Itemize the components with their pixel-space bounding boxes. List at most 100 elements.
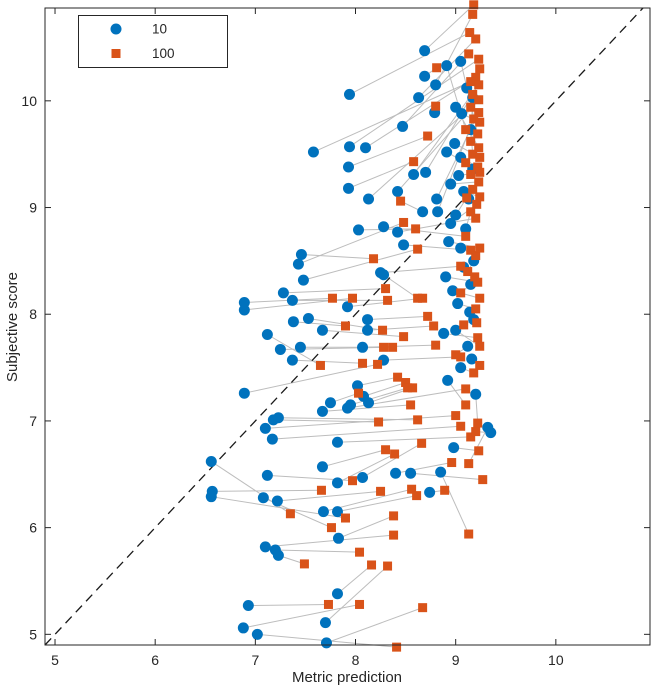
data-point-circle-10 [419, 45, 431, 57]
data-point-circle-10 [238, 387, 250, 399]
data-point-square-100 [466, 102, 476, 112]
data-point-square-100 [461, 231, 471, 241]
pair-connector [410, 472, 483, 481]
data-point-square-100 [367, 560, 377, 570]
data-point-square-100 [407, 484, 417, 494]
pair-connector [363, 382, 406, 397]
data-point-square-100 [472, 318, 482, 328]
pair-connector [367, 315, 428, 321]
data-point-circle-10 [343, 161, 355, 173]
data-point-circle-10 [362, 324, 374, 336]
data-point-square-100 [461, 158, 471, 168]
data-point-circle-10 [274, 343, 286, 355]
data-point-square-100 [473, 129, 483, 139]
data-point-square-100 [389, 530, 399, 540]
data-point-square-100 [389, 511, 399, 521]
data-point-square-100 [381, 284, 391, 294]
data-point-circle-10 [455, 362, 467, 374]
data-point-square-100 [473, 418, 483, 428]
data-point-square-100 [466, 432, 476, 442]
pair-connector [272, 425, 461, 440]
data-point-square-100 [464, 459, 474, 469]
data-point-square-100 [474, 177, 484, 187]
data-point-circle-10 [286, 354, 298, 366]
data-point-square-100 [461, 384, 471, 394]
data-point-square-100 [381, 445, 391, 455]
data-point-square-100 [340, 513, 350, 523]
data-point-circle-10 [205, 455, 217, 467]
data-point-circle-10 [363, 193, 375, 205]
data-point-square-100 [327, 293, 337, 303]
data-point-square-100 [388, 342, 398, 352]
data-point-circle-10 [205, 491, 217, 503]
data-points [205, 0, 497, 652]
data-point-square-100 [348, 293, 358, 303]
data-point-circle-10 [297, 274, 309, 286]
data-point-square-100 [429, 321, 439, 331]
data-point-circle-10 [259, 422, 271, 434]
data-point-square-100 [440, 485, 450, 495]
data-point-circle-10 [316, 461, 328, 473]
data-point-circle-10 [287, 316, 299, 328]
legend: 10 100 [78, 15, 228, 68]
data-point-circle-10 [445, 178, 457, 190]
data-point-square-100 [471, 213, 481, 223]
pair-connector [265, 534, 394, 548]
data-point-square-100 [475, 167, 485, 177]
data-point-circle-10 [443, 236, 455, 248]
data-point-square-100 [316, 485, 326, 495]
pair-connector [293, 321, 346, 327]
pair-connector [350, 387, 408, 406]
data-point-square-100 [471, 72, 481, 82]
data-point-square-100 [285, 509, 295, 519]
data-point-circle-10 [352, 380, 364, 392]
data-point-square-100 [473, 277, 483, 287]
data-point-square-100 [412, 491, 422, 501]
data-point-circle-10 [419, 70, 431, 82]
data-point-circle-10 [277, 287, 289, 299]
data-point-square-100 [473, 333, 483, 343]
data-point-square-100 [475, 117, 485, 127]
pair-connector [325, 565, 388, 623]
data-point-square-100 [466, 245, 476, 255]
data-point-circle-10 [332, 532, 344, 544]
data-point-circle-10 [360, 142, 372, 154]
x-axis-title: Metric prediction [292, 669, 402, 686]
legend-label-100: 100 [152, 46, 175, 61]
data-point-square-100 [456, 261, 466, 271]
pair-connector [362, 344, 436, 348]
data-point-square-100 [475, 293, 485, 303]
pair-connector [275, 549, 360, 553]
legend-label-10: 10 [152, 22, 167, 37]
data-point-square-100 [376, 486, 386, 496]
data-point-circle-10 [408, 168, 420, 180]
data-point-square-100 [432, 63, 442, 73]
data-point-circle-10 [317, 506, 329, 518]
data-point-circle-10 [316, 324, 328, 336]
data-point-circle-10 [390, 467, 402, 479]
data-point-square-100 [471, 427, 481, 437]
data-point-circle-10 [331, 477, 343, 489]
data-point-circle-10 [319, 617, 331, 629]
data-point-square-100 [472, 199, 482, 209]
y-tick-label: 9 [29, 200, 37, 216]
pair-connector [277, 490, 381, 502]
y-tick-label: 5 [29, 626, 37, 642]
data-point-square-100 [465, 28, 475, 38]
data-point-square-100 [369, 254, 379, 264]
data-point-square-100 [468, 9, 478, 19]
data-point-square-100 [299, 559, 309, 569]
data-point-circle-10 [430, 79, 442, 91]
pair-connector [362, 442, 422, 478]
pair-connector [365, 76, 476, 149]
x-tick-label: 8 [352, 652, 360, 668]
pair-connector [292, 359, 363, 364]
data-point-circle-10 [272, 412, 284, 424]
pair-connector [348, 135, 428, 168]
data-point-circle-10 [450, 209, 462, 221]
data-point-circle-10 [307, 146, 319, 158]
data-point-square-100 [456, 421, 466, 431]
pair-connector [380, 265, 461, 274]
data-point-square-100 [396, 196, 406, 206]
data-point-square-100 [418, 293, 428, 303]
